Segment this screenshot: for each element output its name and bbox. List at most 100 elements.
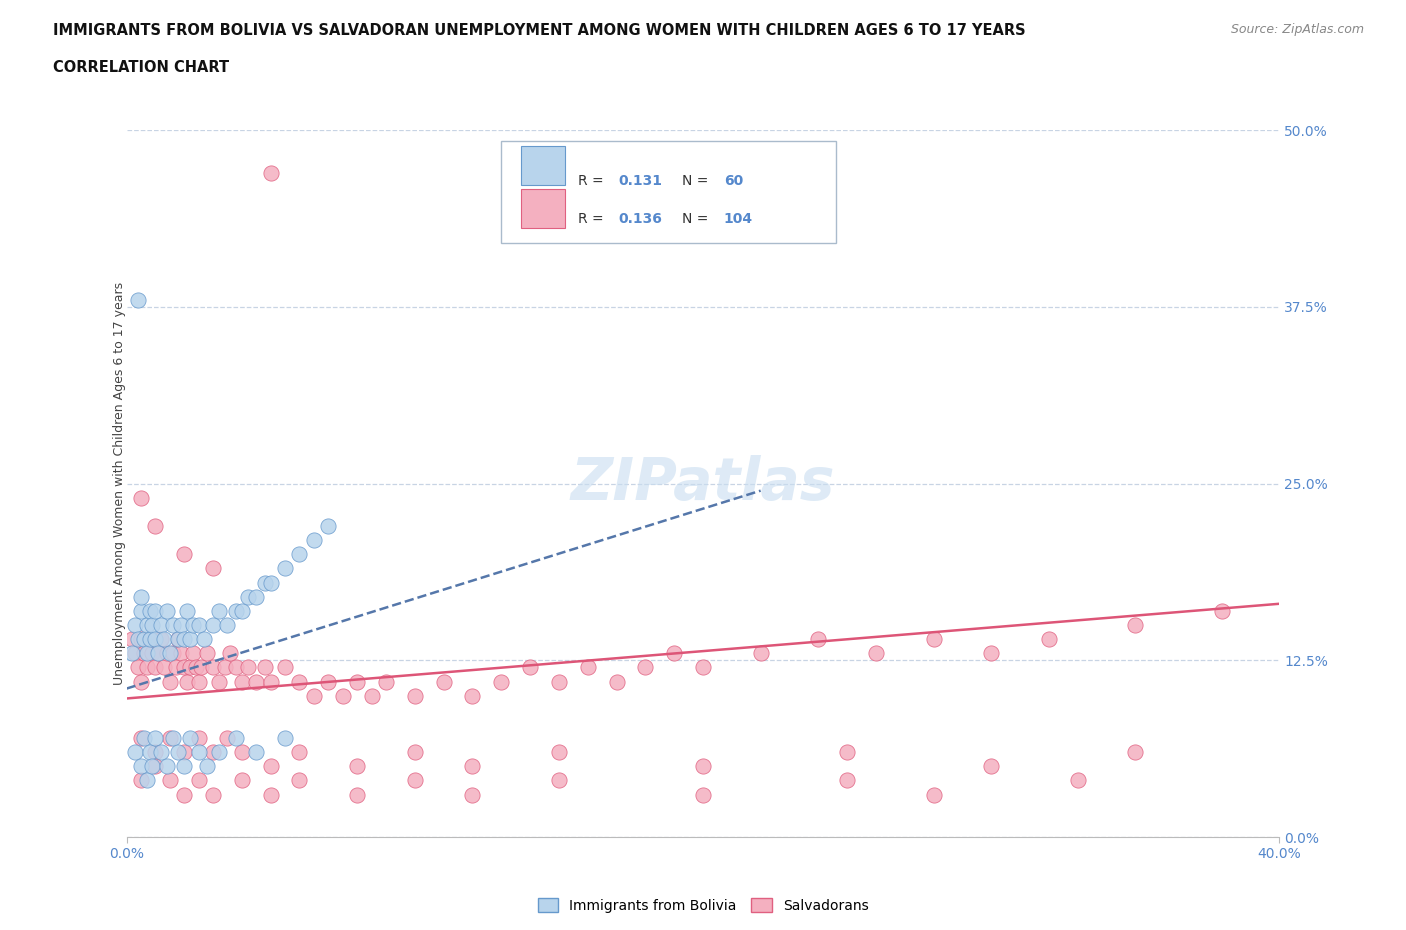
Point xyxy=(634,660,657,675)
Point xyxy=(302,533,325,548)
Point xyxy=(145,745,166,760)
Point xyxy=(1211,604,1233,618)
Point xyxy=(129,773,152,788)
Point xyxy=(202,618,225,632)
Point xyxy=(141,759,163,774)
Point xyxy=(150,745,173,760)
Point xyxy=(159,773,181,788)
Text: IMMIGRANTS FROM BOLIVIA VS SALVADORAN UNEMPLOYMENT AMONG WOMEN WITH CHILDREN AGE: IMMIGRANTS FROM BOLIVIA VS SALVADORAN UN… xyxy=(53,23,1026,38)
Point xyxy=(145,519,166,534)
Point xyxy=(170,645,193,660)
Point xyxy=(121,645,143,660)
Point xyxy=(150,631,173,646)
Point xyxy=(519,660,541,675)
Point xyxy=(404,773,426,788)
Point xyxy=(217,731,239,746)
Point xyxy=(346,674,368,689)
Point xyxy=(167,631,190,646)
Point xyxy=(259,575,281,590)
Point xyxy=(225,731,247,746)
Point xyxy=(302,688,325,703)
Point xyxy=(236,590,259,604)
Point xyxy=(187,618,209,632)
FancyBboxPatch shape xyxy=(501,140,835,244)
Point xyxy=(259,787,281,802)
Point xyxy=(605,674,627,689)
Point xyxy=(165,660,187,675)
Point xyxy=(138,631,160,646)
Point xyxy=(173,787,195,802)
Point xyxy=(259,674,281,689)
Point xyxy=(692,787,714,802)
Point xyxy=(202,561,225,576)
Point xyxy=(231,745,253,760)
Point xyxy=(162,618,184,632)
Point xyxy=(162,731,184,746)
Point xyxy=(162,645,184,660)
Text: R =: R = xyxy=(578,174,605,188)
Text: CORRELATION CHART: CORRELATION CHART xyxy=(53,60,229,75)
Text: N =: N = xyxy=(682,212,709,226)
Point xyxy=(219,645,242,660)
Point xyxy=(980,759,1002,774)
Point xyxy=(135,660,157,675)
Point xyxy=(461,787,484,802)
Point xyxy=(153,631,176,646)
Point xyxy=(124,645,146,660)
Point xyxy=(576,660,599,675)
Point xyxy=(176,604,198,618)
Point xyxy=(148,645,170,660)
Point xyxy=(208,604,231,618)
Point xyxy=(318,519,340,534)
Point xyxy=(1123,618,1146,632)
Point xyxy=(208,674,231,689)
Text: 104: 104 xyxy=(724,212,752,226)
Point xyxy=(129,731,152,746)
Point xyxy=(245,745,267,760)
Point xyxy=(138,745,160,760)
Point xyxy=(173,745,195,760)
Text: R =: R = xyxy=(578,212,605,226)
Point xyxy=(692,759,714,774)
Text: ZIPatlas: ZIPatlas xyxy=(571,455,835,512)
Point xyxy=(187,745,209,760)
Point xyxy=(548,745,571,760)
Point xyxy=(181,618,204,632)
Point xyxy=(145,631,166,646)
Point xyxy=(121,631,143,646)
Point xyxy=(548,773,571,788)
Point xyxy=(259,759,281,774)
Point xyxy=(145,759,166,774)
Point xyxy=(1038,631,1060,646)
Point xyxy=(176,674,198,689)
Point xyxy=(346,787,368,802)
Point xyxy=(132,645,155,660)
Point xyxy=(129,590,152,604)
Text: 0.136: 0.136 xyxy=(619,212,662,226)
Point xyxy=(129,631,152,646)
Point xyxy=(202,745,225,760)
Point xyxy=(145,660,166,675)
Point xyxy=(489,674,512,689)
Point xyxy=(548,674,571,689)
Point xyxy=(173,631,195,646)
Point xyxy=(159,674,181,689)
Bar xyxy=(520,147,565,185)
Point xyxy=(274,561,297,576)
Point xyxy=(231,604,253,618)
Point xyxy=(135,618,157,632)
Point xyxy=(253,575,276,590)
Point xyxy=(807,631,830,646)
Point xyxy=(159,731,181,746)
Point xyxy=(374,674,398,689)
Point xyxy=(217,618,239,632)
Point xyxy=(129,759,152,774)
Point xyxy=(231,674,253,689)
Legend: Immigrants from Bolivia, Salvadorans: Immigrants from Bolivia, Salvadorans xyxy=(531,893,875,919)
Point xyxy=(288,674,311,689)
Point xyxy=(195,759,218,774)
Point xyxy=(461,688,484,703)
Point xyxy=(124,618,146,632)
Point xyxy=(184,660,207,675)
Point xyxy=(179,731,201,746)
